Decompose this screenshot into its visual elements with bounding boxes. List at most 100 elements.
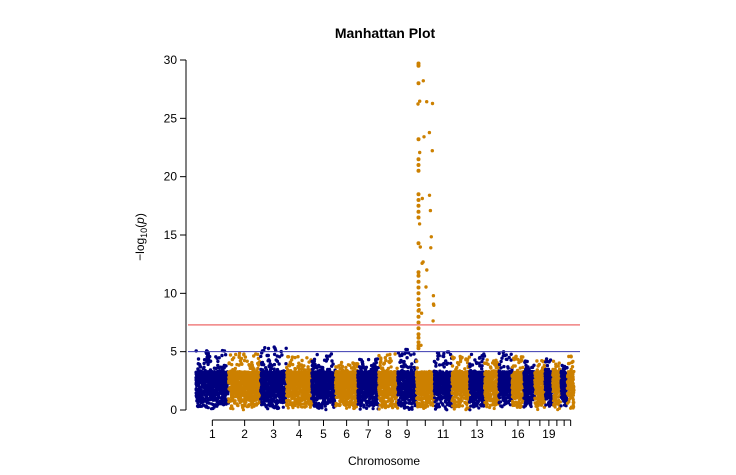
- snp-point: [204, 404, 208, 408]
- snp-point: [308, 405, 312, 409]
- snp-point: [222, 349, 227, 353]
- snp-point: [362, 366, 366, 370]
- snp-point: [378, 385, 382, 389]
- snp-point: [293, 366, 297, 371]
- snp-point: [293, 390, 297, 394]
- snp-point: [343, 382, 347, 387]
- snp-point: [278, 387, 282, 391]
- snp-point: [334, 369, 339, 374]
- snp-point: [315, 352, 319, 357]
- snp-point: [379, 357, 383, 361]
- snp-point: [290, 373, 295, 377]
- snp-point: [265, 353, 269, 358]
- snp-point: [323, 395, 327, 399]
- snp-point: [382, 396, 386, 400]
- snp-point: [326, 378, 330, 382]
- snp-point: [249, 378, 253, 382]
- snp-point: [357, 380, 361, 384]
- snp-point: [250, 360, 254, 365]
- snp-point: [213, 385, 217, 389]
- snp-point: [326, 367, 330, 372]
- snp-point: [232, 356, 236, 360]
- snp-point: [323, 402, 327, 406]
- snp-point: [260, 373, 265, 377]
- snp-point: [359, 395, 364, 399]
- snp-point: [310, 380, 314, 384]
- snp-point: [311, 393, 315, 397]
- snp-point: [334, 384, 338, 388]
- snp-point: [208, 373, 212, 377]
- snp-point: [383, 392, 387, 396]
- snp-point: [303, 368, 307, 372]
- snp-point: [330, 394, 334, 398]
- snp-point: [331, 403, 335, 407]
- snp-point: [195, 404, 200, 408]
- snp-point: [330, 373, 334, 377]
- snp-point: [286, 355, 290, 359]
- snp-point: [350, 398, 354, 402]
- snp-point: [235, 386, 239, 390]
- snp-point: [368, 396, 372, 400]
- snp-point: [243, 374, 247, 378]
- snp-point: [195, 393, 199, 397]
- snp-point: [262, 363, 266, 367]
- snp-point: [337, 364, 341, 368]
- chromosome-4-points: [285, 355, 314, 410]
- snp-point: [295, 376, 299, 380]
- snp-point: [216, 377, 220, 381]
- snp-point: [212, 370, 217, 374]
- snp-point: [256, 363, 261, 367]
- snp-point: [356, 399, 361, 403]
- snp-point: [381, 368, 385, 372]
- snp-point: [349, 393, 353, 397]
- snp-point: [243, 381, 247, 385]
- snp-point: [255, 369, 259, 373]
- snp-point: [219, 374, 223, 378]
- snp-point: [284, 346, 288, 350]
- snp-point: [240, 403, 244, 407]
- snp-point: [371, 407, 375, 411]
- snp-point: [239, 386, 243, 390]
- snp-point: [197, 370, 201, 374]
- snp-point: [285, 365, 289, 370]
- snp-point: [254, 352, 258, 356]
- snp-point: [299, 363, 304, 367]
- snp-point: [367, 387, 372, 391]
- snp-point: [343, 385, 347, 390]
- snp-point: [320, 402, 324, 406]
- snp-point: [360, 362, 365, 366]
- snp-point: [214, 392, 219, 397]
- snp-point: [321, 365, 325, 370]
- snp-point: [356, 393, 360, 397]
- snp-point: [377, 377, 381, 381]
- snp-point: [344, 398, 348, 402]
- snp-point: [281, 369, 286, 373]
- snp-point: [220, 353, 224, 358]
- snp-point: [233, 388, 237, 392]
- snp-point: [339, 360, 344, 365]
- snp-point: [251, 381, 255, 385]
- snp-point: [277, 362, 281, 366]
- snp-point: [371, 403, 375, 407]
- snp-point: [339, 400, 343, 404]
- snp-point: [322, 358, 327, 362]
- snp-point: [216, 363, 220, 368]
- snp-point: [305, 356, 309, 360]
- snp-point: [352, 389, 356, 393]
- snp-point: [293, 397, 297, 401]
- snp-point: [239, 361, 243, 365]
- snp-point: [203, 393, 207, 397]
- snp-point: [307, 393, 312, 397]
- snp-point: [254, 372, 258, 377]
- snp-point: [208, 389, 212, 393]
- snp-point: [351, 382, 355, 386]
- snp-point: [291, 401, 295, 405]
- snp-point: [210, 386, 214, 390]
- snp-point: [368, 392, 373, 396]
- snp-point: [265, 376, 269, 380]
- snp-point: [340, 394, 344, 398]
- snp-point: [312, 375, 316, 379]
- snp-point: [247, 403, 251, 407]
- snp-point: [222, 386, 226, 390]
- snp-point: [247, 393, 251, 397]
